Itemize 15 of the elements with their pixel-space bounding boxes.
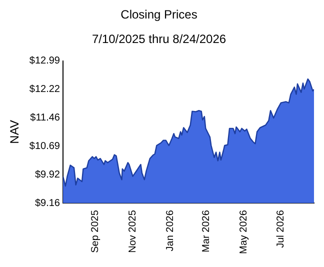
x-tick-label: May 2026 xyxy=(238,210,250,254)
x-tick-label: Mar 2026 xyxy=(201,210,212,252)
y-tick-label: $11.46 xyxy=(30,112,60,124)
y-axis-title: NAV xyxy=(8,120,22,144)
y-tick-label: $12.22 xyxy=(29,84,60,96)
y-tick-label: $9.92 xyxy=(34,170,60,181)
chart-subtitle: 7/10/2025 thru 8/24/2026 xyxy=(92,32,226,46)
x-tick-label: Jan 2026 xyxy=(164,210,176,252)
y-tick-label: $9.16 xyxy=(34,198,60,209)
y-tick-label: $12.99 xyxy=(29,56,60,67)
x-tick-label: Nov 2025 xyxy=(128,210,139,253)
x-tick-label: Sep 2025 xyxy=(90,210,102,253)
y-tick-label: $10.69 xyxy=(29,140,60,152)
chart-title: Closing Prices xyxy=(120,8,198,22)
x-tick-label: Jul 2026 xyxy=(276,210,287,248)
